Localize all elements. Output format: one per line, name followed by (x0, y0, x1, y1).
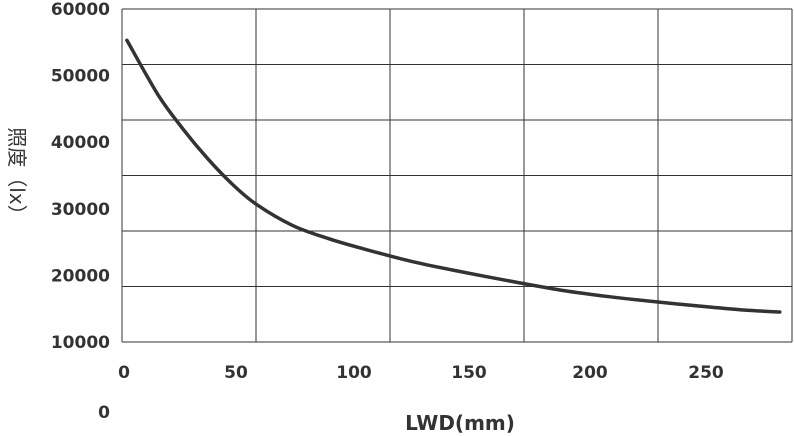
y-tick-label: 10000 (51, 333, 110, 353)
x-tick-label: 0 (118, 363, 130, 383)
y-tick-label: 30000 (51, 200, 110, 220)
x-tick-label: 150 (451, 363, 487, 383)
x-tick-label: 50 (224, 363, 248, 383)
y-axis-title: 照度（lx） (5, 127, 29, 224)
x-axis-ticks: 0 50 100 150 200 250 (118, 363, 724, 383)
x-axis-title: LWD(mm) (405, 411, 515, 435)
x-tick-label: 200 (572, 363, 608, 383)
y-tick-label: 20000 (51, 266, 110, 286)
grid (121, 8, 793, 343)
y-tick-label: 40000 (51, 133, 110, 153)
illuminance-curve (125, 38, 782, 314)
y-axis-ticks: 10000 20000 30000 40000 50000 60000 (51, 0, 110, 353)
y-tick-label: 50000 (51, 67, 110, 87)
x-tick-label: 250 (688, 363, 724, 383)
y-tick-label: 60000 (51, 0, 110, 20)
x-tick-label: 100 (336, 363, 372, 383)
extra-zero-label: 0 (98, 403, 110, 423)
